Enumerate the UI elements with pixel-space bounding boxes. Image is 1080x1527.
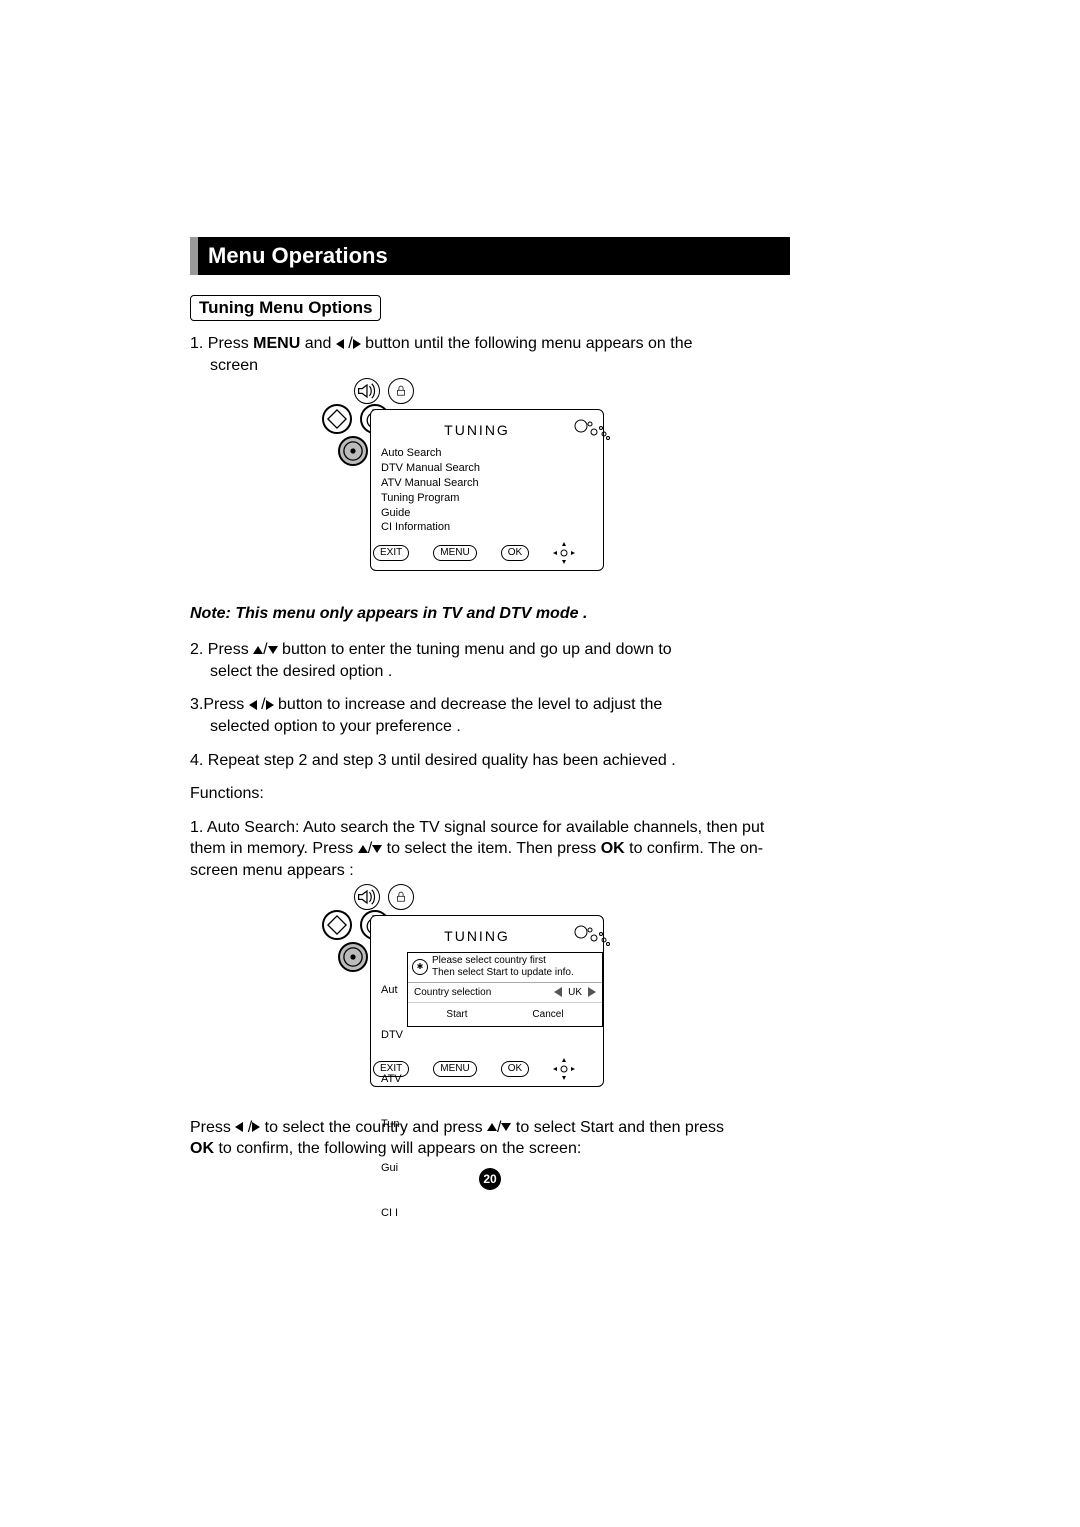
step-2: 2. Press / button to enter the tuning me… xyxy=(190,639,790,682)
text: button to increase and decrease the leve… xyxy=(274,696,663,713)
text: 3.Press xyxy=(190,696,249,713)
step-3: 3.Press / button to increase and decreas… xyxy=(190,694,790,737)
step-1: 1. Press MENU and / button until the fol… xyxy=(190,333,790,376)
list-item: Tun xyxy=(381,1117,405,1132)
osd-menu-list: Auto Search DTV Manual Search ATV Manual… xyxy=(381,446,480,535)
tuning-screen-2: TUNING Aut DTV ATV Tun Gui CI I ✱ Please… xyxy=(320,890,610,1105)
up-arrow-icon xyxy=(253,646,263,654)
text: selected option to your preference . xyxy=(210,718,461,735)
text: to select the country and press xyxy=(260,1119,487,1136)
menu-button[interactable]: MENU xyxy=(433,545,476,561)
text: and xyxy=(300,335,336,352)
text: Press xyxy=(190,1119,235,1136)
up-arrow-icon xyxy=(487,1123,497,1131)
text: select the desired option . xyxy=(210,663,392,680)
osd-title: TUNING xyxy=(371,422,583,438)
osd-frame: TUNING Auto Search DTV Manual Search ATV… xyxy=(370,409,604,571)
function-1: 1. Auto Search: Auto search the TV signa… xyxy=(190,817,790,882)
up-arrow-icon xyxy=(358,845,368,853)
text: to select Start and then press xyxy=(511,1119,724,1136)
list-item: DTV xyxy=(381,1028,405,1043)
list-item: CI I xyxy=(381,1206,405,1221)
list-item: Aut xyxy=(381,983,405,998)
osd-frame: TUNING Aut DTV ATV Tun Gui CI I ✱ Please… xyxy=(370,915,604,1087)
country-value: UK xyxy=(568,987,582,998)
popup-line-1: Please select country first xyxy=(432,955,546,966)
subsection-title: Tuning Menu Options xyxy=(190,295,381,321)
ok-label: OK xyxy=(190,1140,214,1157)
menu-button[interactable]: MENU xyxy=(433,1061,476,1077)
popup-actions: Start Cancel xyxy=(408,1003,602,1026)
cancel-button[interactable]: Cancel xyxy=(526,1007,569,1022)
ok-button[interactable]: OK xyxy=(501,1061,529,1077)
text: button until the following menu appears … xyxy=(361,335,693,352)
osd-button-row: EXIT MENU OK xyxy=(373,1058,575,1080)
right-arrow-icon xyxy=(353,339,361,349)
settings-icon xyxy=(338,436,368,466)
section-title: Menu Operations xyxy=(190,237,790,275)
down-arrow-icon xyxy=(501,1123,511,1131)
text: button to enter the tuning menu and go u… xyxy=(278,641,672,658)
text: 2. Press xyxy=(190,641,253,658)
sound-icon xyxy=(354,884,380,910)
country-popup: ✱ Please select country first Then selec… xyxy=(407,952,603,1027)
text: 1. Press xyxy=(190,335,253,352)
left-arrow-icon xyxy=(235,1122,243,1132)
text: to select the item. Then press xyxy=(382,840,600,857)
down-arrow-icon xyxy=(268,646,278,654)
dpad-icon xyxy=(553,1058,575,1080)
country-label: Country selection xyxy=(414,987,491,998)
country-row: Country selection UK xyxy=(408,983,602,1003)
dpad-icon xyxy=(553,542,575,564)
picture-icon xyxy=(322,404,352,434)
exit-button[interactable]: EXIT xyxy=(373,1061,409,1077)
menu-label: MENU xyxy=(253,335,300,352)
functions-heading: Functions: xyxy=(190,783,790,805)
manual-page: Menu Operations Tuning Menu Options 1. P… xyxy=(190,237,790,1160)
popup-line-2: Then select Start to update info. xyxy=(432,967,574,978)
osd-button-row: EXIT MENU OK xyxy=(373,542,575,564)
down-arrow-icon xyxy=(372,845,382,853)
note: Note: This menu only appears in TV and D… xyxy=(190,605,790,623)
start-button[interactable]: Start xyxy=(440,1007,473,1022)
osd-menu-list-occluded: Aut DTV ATV Tun Gui CI I xyxy=(381,954,405,1251)
popup-message: ✱ Please select country first Then selec… xyxy=(408,953,602,983)
text: screen xyxy=(210,357,258,374)
settings-icon xyxy=(338,942,368,972)
left-arrow-icon xyxy=(336,339,344,349)
left-arrow-icon[interactable] xyxy=(554,987,562,997)
page-number: 20 xyxy=(479,1168,501,1190)
sound-icon xyxy=(354,378,380,404)
osd-title: TUNING xyxy=(371,928,583,944)
tuning-screen-1: TUNING Auto Search DTV Manual Search ATV… xyxy=(320,384,610,589)
ok-label: OK xyxy=(601,840,625,857)
step-4: 4. Repeat step 2 and step 3 until desire… xyxy=(190,750,790,772)
globe-icon: ✱ xyxy=(412,959,428,975)
list-item: Gui xyxy=(381,1161,405,1176)
picture-icon xyxy=(322,910,352,940)
exit-button[interactable]: EXIT xyxy=(373,545,409,561)
tail-paragraph: Press / to select the country and press … xyxy=(190,1117,790,1160)
ok-button[interactable]: OK xyxy=(501,545,529,561)
left-arrow-icon xyxy=(249,700,257,710)
lock-icon xyxy=(388,378,414,404)
right-arrow-icon xyxy=(266,700,274,710)
lock-icon xyxy=(388,884,414,910)
right-arrow-icon[interactable] xyxy=(588,987,596,997)
